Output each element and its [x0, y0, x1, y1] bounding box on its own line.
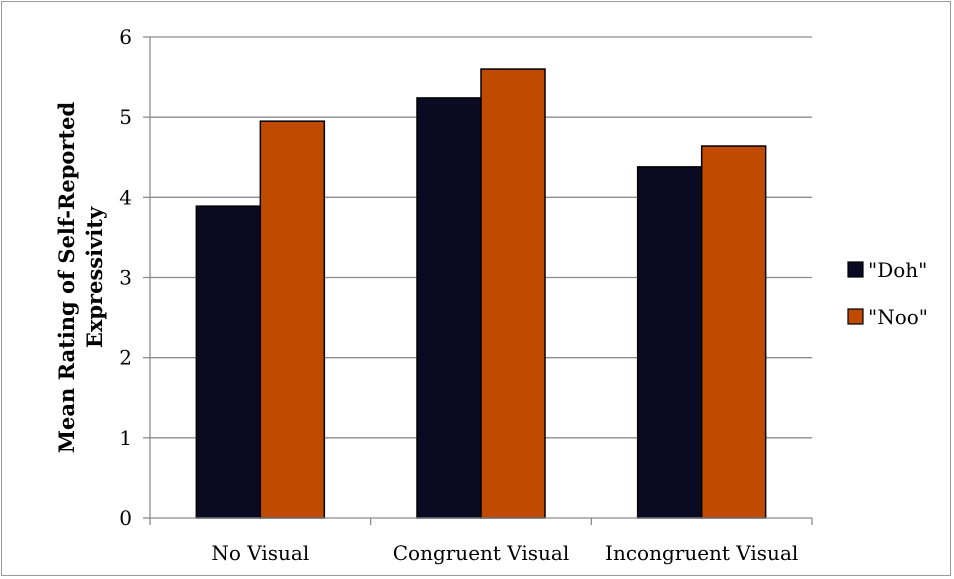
bar-incongruent-visual-series-2	[700, 145, 767, 519]
legend-swatch-1	[847, 261, 864, 278]
y-axis-title-line: Mean Rating of Self-Reported	[54, 101, 79, 453]
x-category-label: Incongruent Visual	[605, 541, 798, 565]
bars	[195, 68, 767, 519]
y-tick-label: 0	[119, 506, 132, 530]
y-tick-label: 6	[119, 25, 132, 49]
y-axis-title: Mean Rating of Self-Reported Expressivity	[54, 101, 107, 453]
y-tick-label: 3	[119, 266, 132, 290]
bar-no-visual-series-2	[259, 120, 326, 519]
bar-congruent-visual-series-1	[416, 97, 482, 519]
y-tick-label: 4	[119, 185, 132, 209]
y-axis-title-line: Expressivity	[82, 206, 107, 348]
legend: "Doh" "Noo"	[847, 258, 928, 329]
y-tick-label: 5	[119, 105, 132, 129]
legend-swatch-2	[847, 308, 864, 325]
legend-label-2: "Noo"	[868, 305, 928, 329]
legend-label-1: "Doh"	[868, 258, 927, 282]
axes: 0 1 2 3 4 5 6 No Visual Congruent Visual Incongru…	[119, 25, 813, 565]
x-category-label: No Visual	[211, 541, 309, 565]
y-tick-label: 2	[119, 346, 132, 370]
bar-incongruent-visual-series-1	[636, 166, 703, 519]
bar-congruent-visual-series-2	[480, 68, 546, 519]
bar-no-visual-series-1	[195, 205, 262, 519]
y-tick-label: 1	[119, 426, 132, 450]
x-category-label: Congruent Visual	[393, 541, 570, 565]
